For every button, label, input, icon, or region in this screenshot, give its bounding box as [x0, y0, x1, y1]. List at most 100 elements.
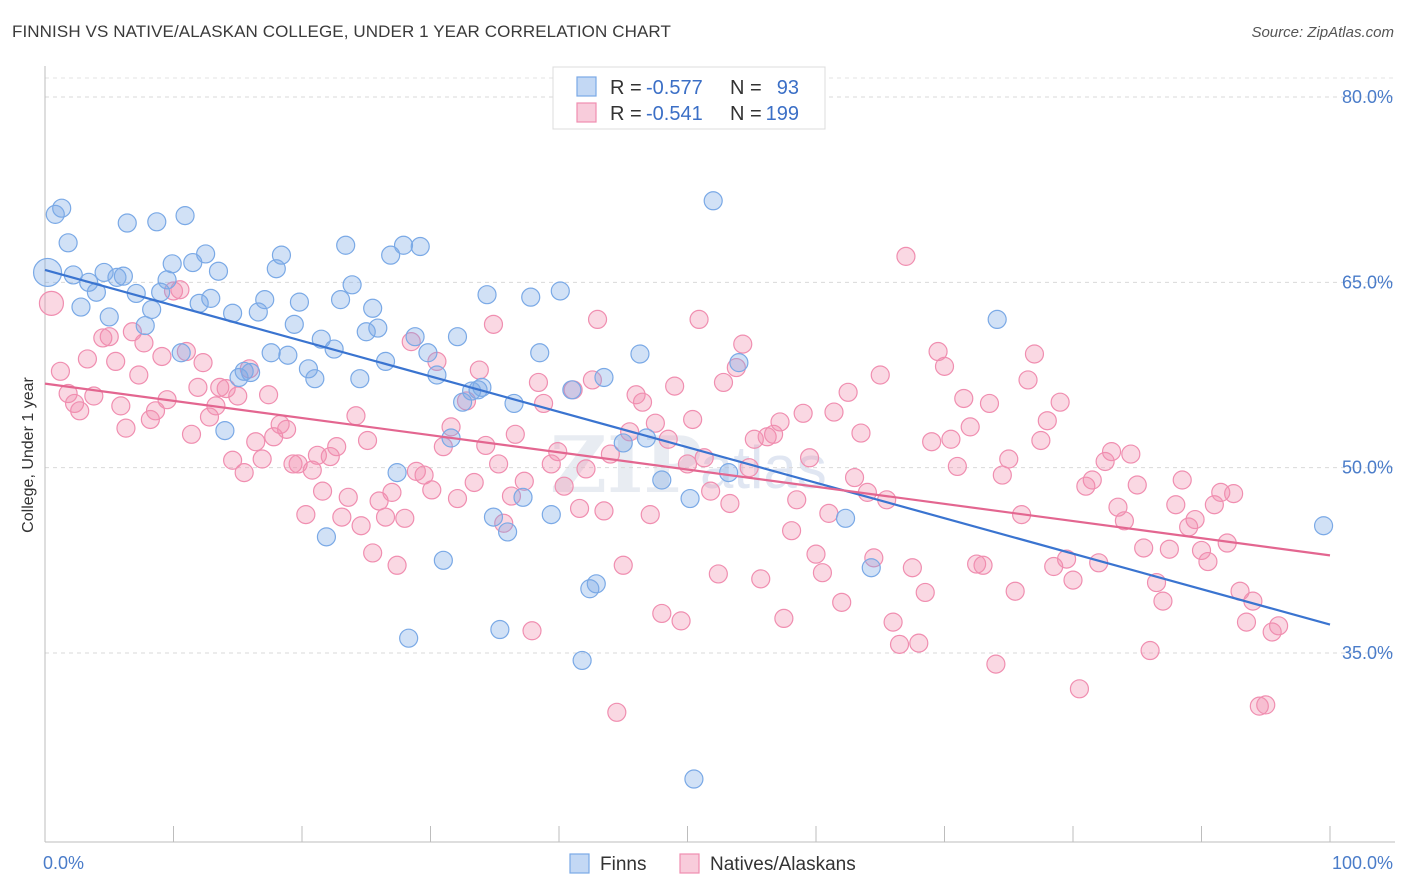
point-natives [954, 388, 974, 409]
point-finns [387, 463, 407, 483]
point-natives [554, 476, 574, 496]
point-natives [58, 383, 78, 404]
point-natives [947, 456, 967, 477]
point-natives [375, 507, 396, 527]
point-natives [116, 418, 136, 438]
point-finns [513, 487, 533, 507]
point-natives [1204, 495, 1224, 515]
point-natives [327, 437, 347, 457]
point-natives [302, 460, 322, 480]
point-natives [883, 612, 903, 632]
trend-line-natives [44, 382, 1331, 557]
point-natives [576, 459, 596, 479]
point-finns [342, 275, 362, 295]
point-finns [147, 212, 167, 232]
point-finns [330, 290, 351, 310]
point-natives [739, 458, 759, 478]
point-natives [973, 555, 993, 575]
point-natives [1121, 444, 1141, 464]
point-natives [145, 401, 166, 421]
point-natives [1185, 509, 1205, 530]
bottom-legend-label: Natives/Alaskans [710, 854, 856, 875]
point-finns [483, 507, 504, 527]
x-tick-label-max: 100.0% [1332, 853, 1393, 873]
point-natives [1256, 695, 1276, 715]
legend-r-label: R = [610, 77, 642, 99]
point-natives [1224, 484, 1244, 504]
point-natives [106, 351, 126, 372]
point-natives [915, 582, 935, 603]
point-natives [93, 328, 113, 348]
point-natives [770, 412, 790, 432]
legend-r-value: -0.577 [646, 77, 703, 99]
point-finns [719, 463, 739, 483]
point-natives [1005, 581, 1025, 601]
point-natives [1140, 640, 1160, 661]
point-finns [248, 302, 268, 322]
point-natives [228, 386, 248, 406]
point-finns [271, 245, 292, 265]
point-finns [447, 327, 468, 347]
point-natives [569, 498, 590, 519]
point-finns [278, 345, 298, 365]
point-finns [472, 377, 492, 397]
point-natives [1031, 430, 1051, 451]
y-tick-label: 65.0% [1342, 272, 1393, 292]
point-finns [680, 488, 700, 509]
trend-lines [44, 268, 1331, 626]
point-finns [175, 206, 195, 226]
point-natives [193, 353, 213, 373]
point-natives [170, 280, 190, 300]
point-natives [1114, 511, 1135, 531]
point-natives [50, 361, 71, 381]
point-natives [645, 413, 665, 433]
point-finns [229, 367, 249, 388]
point-natives [469, 360, 489, 380]
bottom-legend-swatch [679, 853, 700, 874]
point-natives [210, 377, 230, 397]
point-finns [477, 285, 497, 305]
point-natives [582, 370, 603, 390]
point-natives [640, 505, 660, 525]
point-natives [1024, 344, 1045, 364]
point-natives [999, 449, 1019, 469]
point-natives [99, 327, 119, 347]
point-finns [630, 344, 650, 364]
point-finns [305, 369, 325, 389]
point-natives [870, 365, 890, 385]
point-natives [181, 424, 202, 444]
point-natives [832, 592, 852, 612]
point-natives [111, 396, 131, 416]
y-tick-label: 80.0% [1342, 87, 1393, 107]
point-natives [1268, 616, 1289, 636]
point-natives [252, 449, 272, 469]
point-finns [381, 245, 401, 265]
point-natives [806, 544, 826, 564]
point-finns [572, 650, 592, 671]
point-natives [1050, 392, 1070, 412]
point-natives [1198, 551, 1218, 572]
point-finns [684, 769, 704, 789]
point-natives [941, 429, 961, 449]
point-natives [934, 356, 955, 376]
point-natives [283, 454, 303, 474]
point-finns [311, 329, 331, 349]
point-natives [726, 357, 746, 378]
point-natives [751, 569, 771, 589]
point-finns [142, 299, 162, 320]
y-tick-label: 35.0% [1342, 643, 1393, 663]
point-finns [562, 380, 582, 400]
point-natives [1172, 470, 1192, 490]
point-natives [781, 521, 802, 541]
y-tick-labels: 35.0% 50.0% 65.0% 80.0% [1342, 87, 1393, 663]
point-finns [99, 307, 119, 327]
point-natives [1127, 475, 1147, 495]
point-natives [613, 555, 633, 575]
point-finns [410, 236, 430, 257]
point-natives [395, 508, 415, 528]
point-natives [979, 393, 1000, 414]
point-natives [483, 314, 504, 334]
point-finns [107, 267, 127, 287]
point-natives [587, 309, 608, 329]
